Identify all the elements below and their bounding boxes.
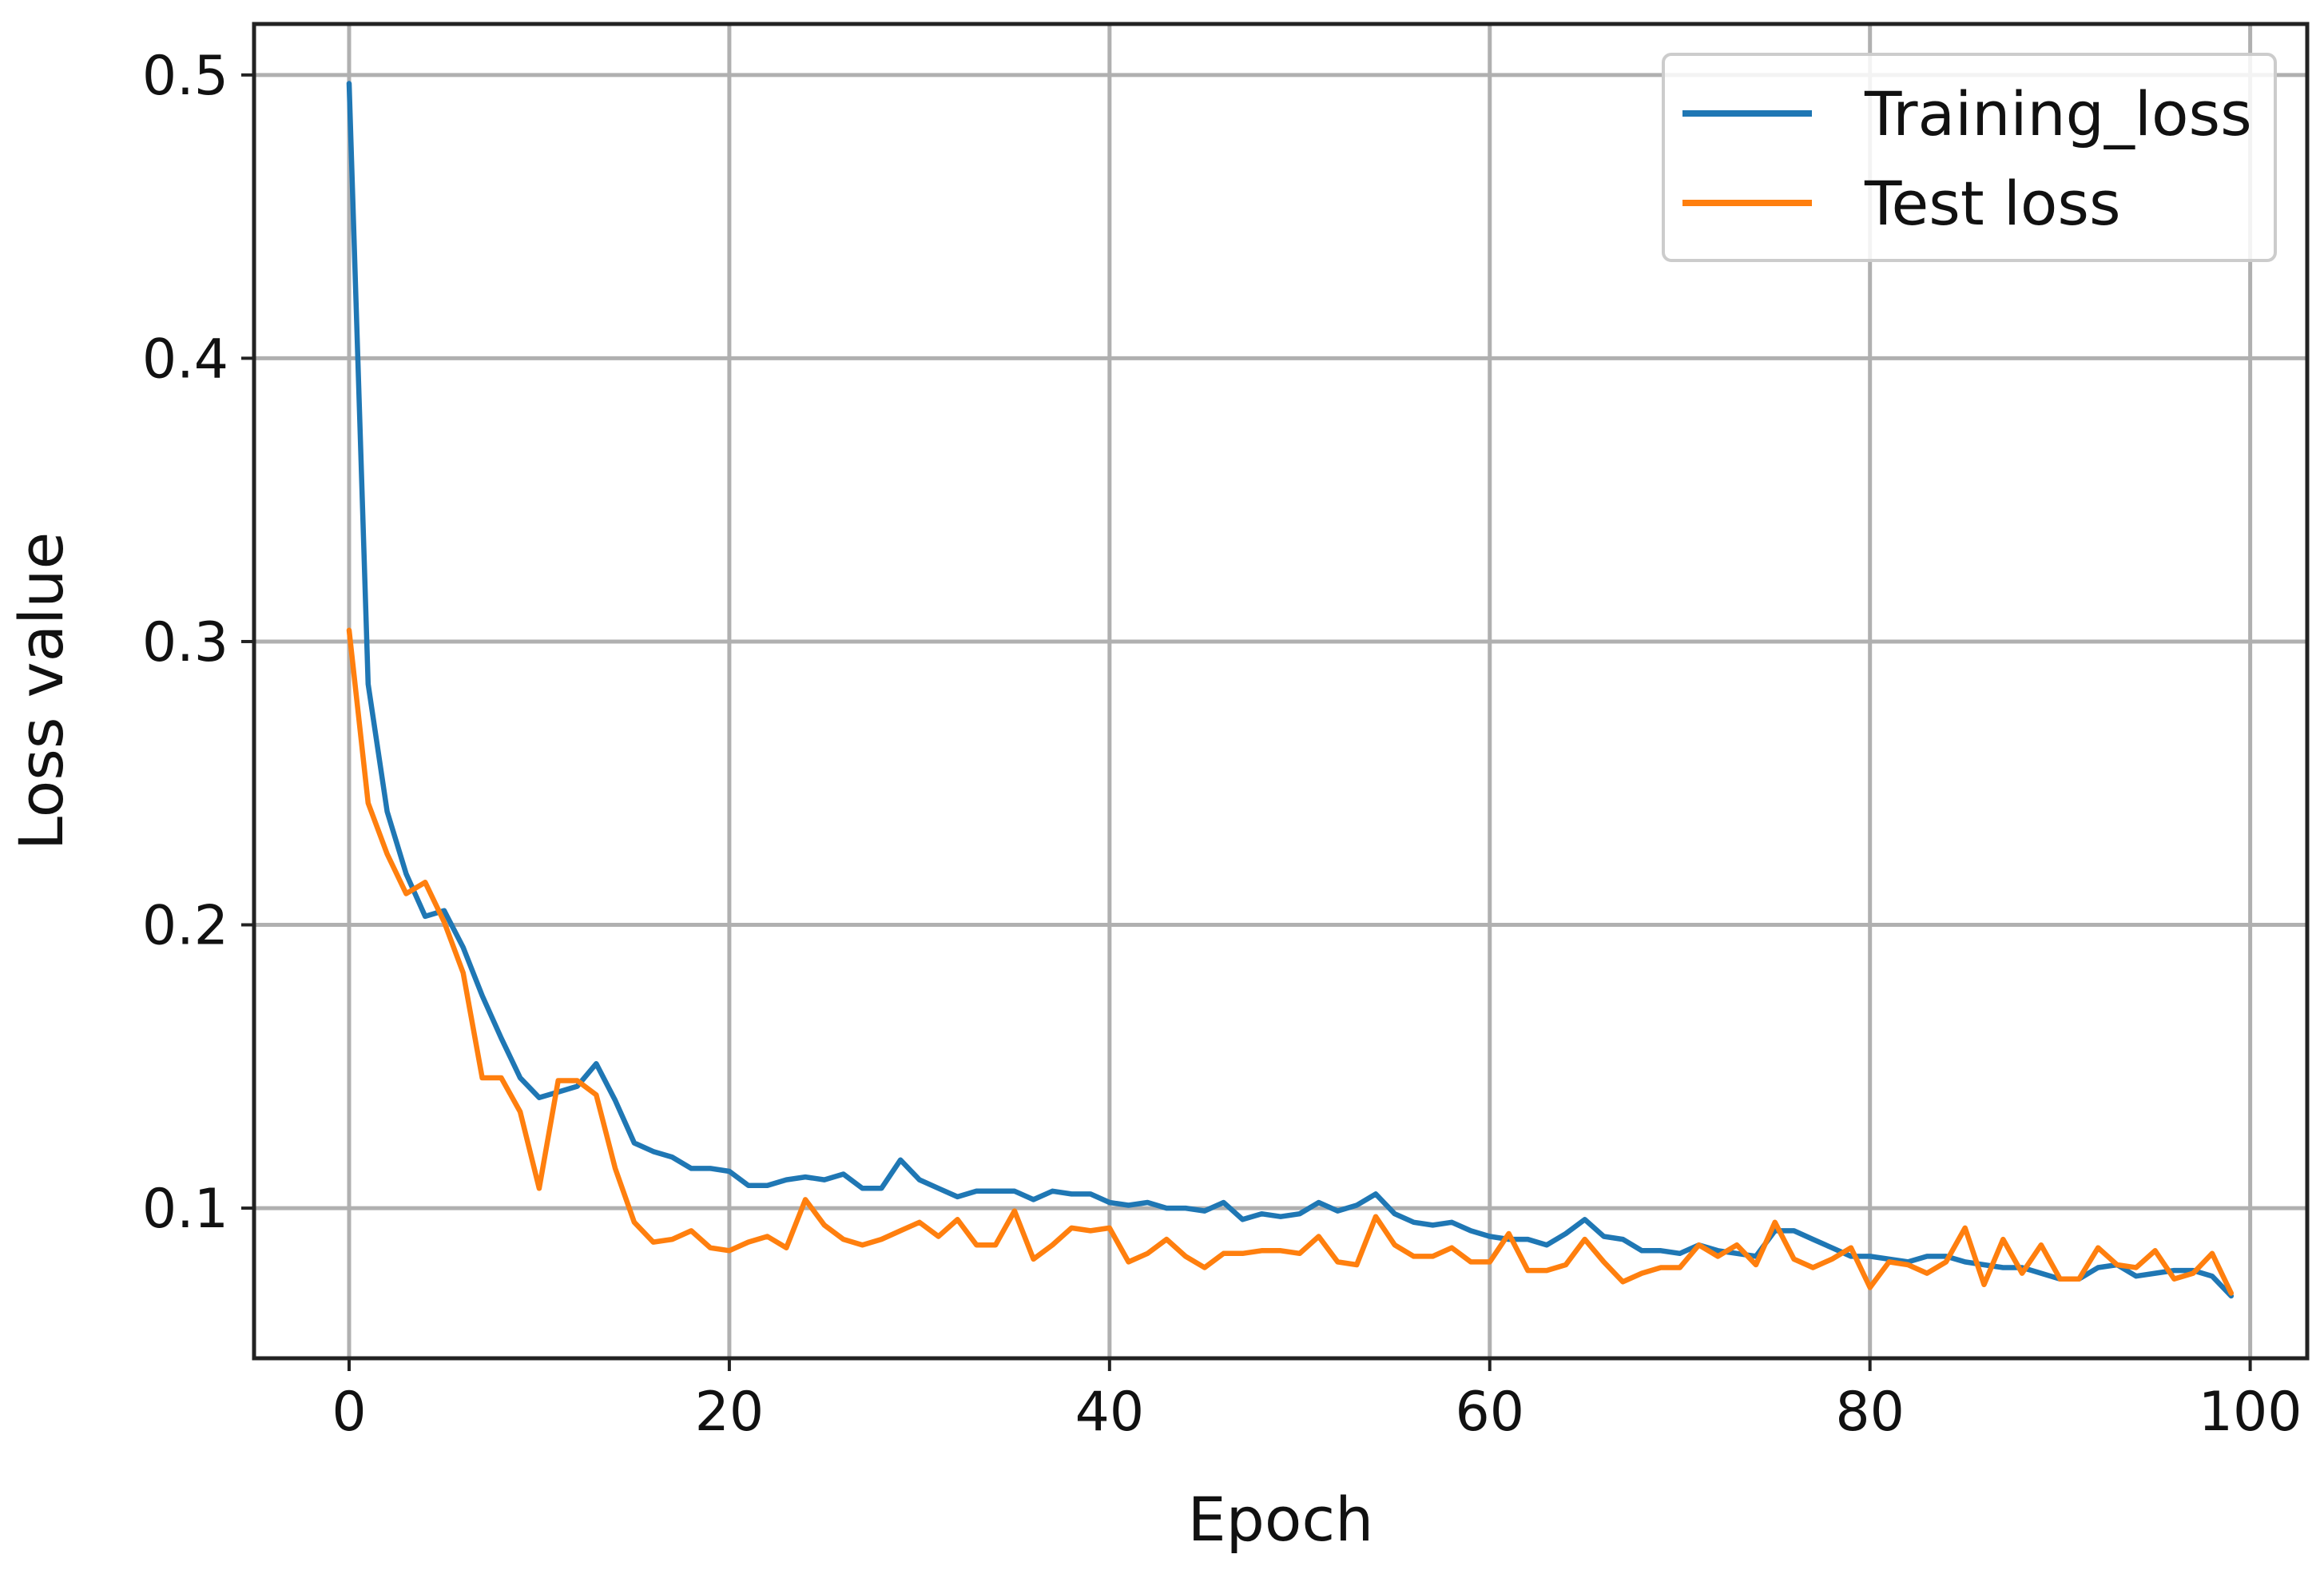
axis-ticks: 0 20 40 60 80 100 0.1 0.2 0.3 0.4 0.5 [142,45,2302,1444]
y-tick-label: 0.5 [142,45,228,108]
x-tick-label: 40 [1075,1381,1145,1444]
y-axis-label: Loss value [6,532,77,850]
x-tick-label: 0 [332,1381,366,1444]
y-tick-label: 0.2 [142,895,228,958]
series-lines [346,81,2235,1299]
legend-box [1662,53,2277,262]
legend-label-training-loss: Training_loss [1864,78,2252,149]
plot-frame [252,22,2310,1361]
y-tick-label: 0.4 [142,328,228,391]
legend-label-test-loss: Test loss [1864,168,2121,239]
legend: Training_loss Test loss [1662,53,2277,262]
y-tick-label: 0.1 [142,1178,228,1241]
series-line-test-loss [346,627,2235,1296]
y-tick-label: 0.3 [142,611,228,674]
x-tick-label: 100 [2199,1381,2302,1444]
series-line-training-loss [346,81,2235,1299]
x-tick-label: 20 [695,1381,765,1444]
x-axis-label: Epoch [1188,1484,1374,1555]
x-tick-label: 80 [1835,1381,1905,1444]
x-tick-label: 60 [1455,1381,1524,1444]
